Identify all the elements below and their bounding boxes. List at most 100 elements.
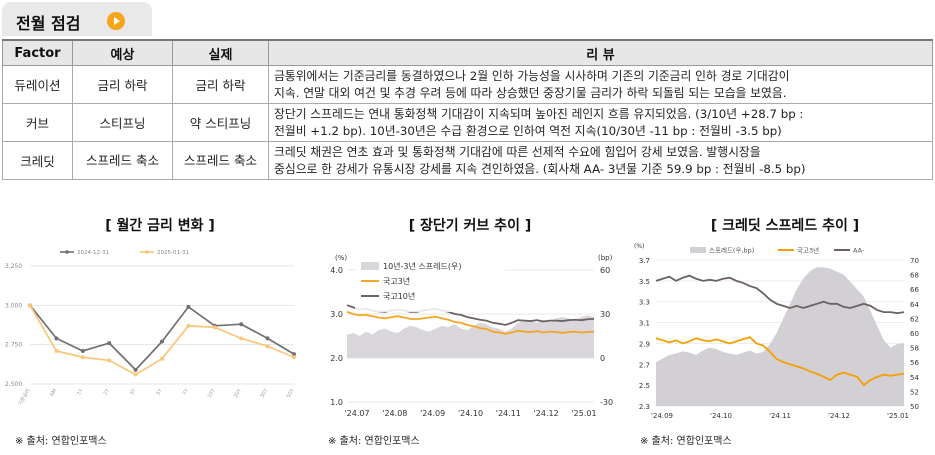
expected-cell: 금리 하락 (72, 65, 173, 104)
table-row: 크레딧 스프레드 축소 스프레드 축소 크레딧 채권은 연초 효과 및 통화정책… (2, 141, 933, 180)
y-tick-label-left: 2.7 (639, 361, 650, 369)
x-tick-label: '24.07 (344, 409, 369, 418)
y-tick-label-left: 3.3 (639, 299, 650, 307)
y-tick-label-right: 60 (910, 330, 919, 338)
x-tick-label: '24.09 (651, 412, 673, 420)
data-point (80, 355, 85, 360)
data-point (80, 348, 85, 353)
x-tick-label: '24.11 (769, 412, 791, 420)
y-tick-label: 2.500 (5, 381, 22, 388)
data-point (186, 304, 191, 309)
x-tick-label: 50Y (286, 387, 296, 399)
y-tick-label-left: 2.9 (639, 340, 650, 348)
review-cell: 금통위에서는 기준금리를 동결하였으나 2월 인하 가능성을 시사하며 기존의 … (268, 65, 933, 104)
table-row: 듀레이션 금리 하락 금리 하락 금통위에서는 기준금리를 동결하였으나 2월 … (2, 65, 933, 104)
chart-title-monthly-rate: [ 월간 금리 변화 ] (105, 218, 215, 234)
y-tick-label-right: 64 (910, 301, 919, 309)
y-tick-label-right: 58 (910, 345, 919, 353)
y-tick-label: 3.250 (5, 263, 22, 270)
factor-cell: 커브 (2, 103, 73, 142)
x-tick-label: 6M (49, 388, 58, 397)
legend-label: 2024-12-31 (77, 250, 109, 256)
y-tick-label-left: 3.0 (330, 310, 343, 319)
table-header: 예상 (72, 39, 173, 66)
series-line (655, 274, 905, 315)
table-header: Factor (2, 39, 73, 66)
data-point (212, 325, 217, 330)
chart-title-curve: [ 장단기 커브 추이 ] (408, 218, 532, 234)
y-tick-label-right: 30 (600, 310, 610, 319)
data-point (133, 372, 138, 377)
chart-title-credit: [ 크레딧 스프레드 추이 ] (710, 218, 860, 234)
review-line: 금통위에서는 기준금리를 동결하였으나 2월 인하 가능성을 시사하며 기존의 … (274, 68, 790, 83)
data-point (160, 339, 164, 344)
data-point (133, 367, 138, 372)
y-tick-label-right: 52 (910, 388, 919, 396)
x-tick-label: 1Y (76, 387, 85, 396)
x-tick-label: 2Y (103, 387, 112, 396)
y-tick-label-right: 60 (600, 266, 610, 275)
data-point (107, 358, 112, 363)
review-cell: 장단기 스프레드는 연내 통화정책 기대감이 지속되며 높아진 레인지 흐름 유… (268, 103, 933, 142)
data-point (107, 341, 112, 346)
legend-label: 국고3년 (383, 276, 410, 286)
legend-swatch (361, 262, 379, 270)
x-tick-label: '25.01 (571, 409, 596, 418)
x-tick-label: 5Y (155, 387, 164, 396)
y-tick-label-left: 1.0 (330, 398, 343, 407)
y-tick-label-right: 56 (910, 359, 919, 367)
data-point (54, 336, 59, 341)
x-tick-label: 30Y (259, 387, 269, 399)
table-header: 리 뷰 (268, 39, 933, 66)
section-title: 전월 점검 (16, 14, 81, 33)
x-tick-label: '24.11 (496, 409, 521, 418)
credit-spread-chart: (%) 3.7 3.5 3.3 3.1 2.9 2.7 2.5 2.3 70 68 66 64 62 60 5… (634, 243, 919, 420)
review-line: 지속. 연말 대외 여건 및 추경 우려 등에 따라 상승했던 중장기물 금리가… (274, 85, 787, 100)
y-tick-label-right: 62 (910, 315, 919, 323)
review-line: 중심으로 한 강세가 유통시장 강세를 지속 견인하였음. (회사채 AA- 3… (274, 161, 806, 176)
review-cell: 크레딧 채권은 연초 효과 및 통화정책 기대감에 따른 선제적 수요에 힘입어… (268, 141, 933, 180)
y-tick-label-left: 3.5 (639, 278, 650, 286)
play-icon[interactable] (107, 12, 125, 30)
x-tick-label: 기준금리 (16, 388, 31, 407)
x-tick-label: '24.10 (458, 409, 483, 418)
actual-cell: 스프레드 축소 (172, 141, 269, 180)
data-point (292, 355, 296, 360)
x-tick-label: '24.10 (710, 412, 732, 420)
actual-cell: 금리 하락 (172, 65, 269, 104)
series-line (655, 336, 905, 387)
y-tick-label: 3.000 (5, 302, 22, 309)
curve-chart: (%) (bp) 4.0 3.0 2.0 1.0 60 30 0 -30 '24.07 '24.08 '… (330, 254, 613, 418)
y-tick-label: 2.750 (5, 342, 22, 349)
legend-label: 10년-3년 스프레드(우) (383, 261, 461, 271)
data-point (28, 303, 32, 308)
x-tick-label: 10Y (207, 387, 217, 399)
data-point (239, 336, 244, 341)
x-tick-label: '24.12 (534, 409, 559, 418)
y-tick-label-left: 2.0 (330, 354, 343, 363)
review-tab[interactable]: 전월 점검 (2, 2, 152, 36)
x-tick-label: 20Y (233, 387, 243, 399)
actual-cell: 약 스티프닝 (172, 103, 269, 142)
review-table: Factor 예상 실제 리 뷰 듀레이션 금리 하락 금리 하락 금통위에서는… (2, 39, 933, 180)
data-point (54, 348, 59, 353)
left-unit: (%) (335, 254, 347, 262)
x-tick-label: '24.08 (382, 409, 407, 418)
source-note: ※ 출처: 연합인포맥스 (640, 436, 732, 447)
table-header: 실제 (172, 39, 269, 66)
x-tick-label: 3Y (129, 387, 138, 396)
x-tick-label: '24.12 (828, 412, 850, 420)
left-unit: (%) (634, 243, 644, 250)
table-row: 커브 스티프닝 약 스티프닝 장단기 스프레드는 연내 통화정책 기대감이 지속… (2, 103, 933, 142)
data-point (265, 344, 270, 349)
y-tick-label-left: 2.3 (639, 403, 650, 411)
x-tick-label: '24.09 (420, 409, 445, 418)
right-unit: (bp) (598, 254, 613, 262)
data-point (292, 352, 296, 357)
legend-label: 국고10년 (383, 291, 415, 301)
data-point (160, 356, 164, 361)
review-line: 크레딧 채권은 연초 효과 및 통화정책 기대감에 따른 선제적 수요에 힘입어… (274, 144, 761, 159)
series-line (346, 310, 595, 335)
y-tick-label-right: 66 (910, 286, 919, 294)
factor-cell: 크레딧 (2, 141, 73, 180)
